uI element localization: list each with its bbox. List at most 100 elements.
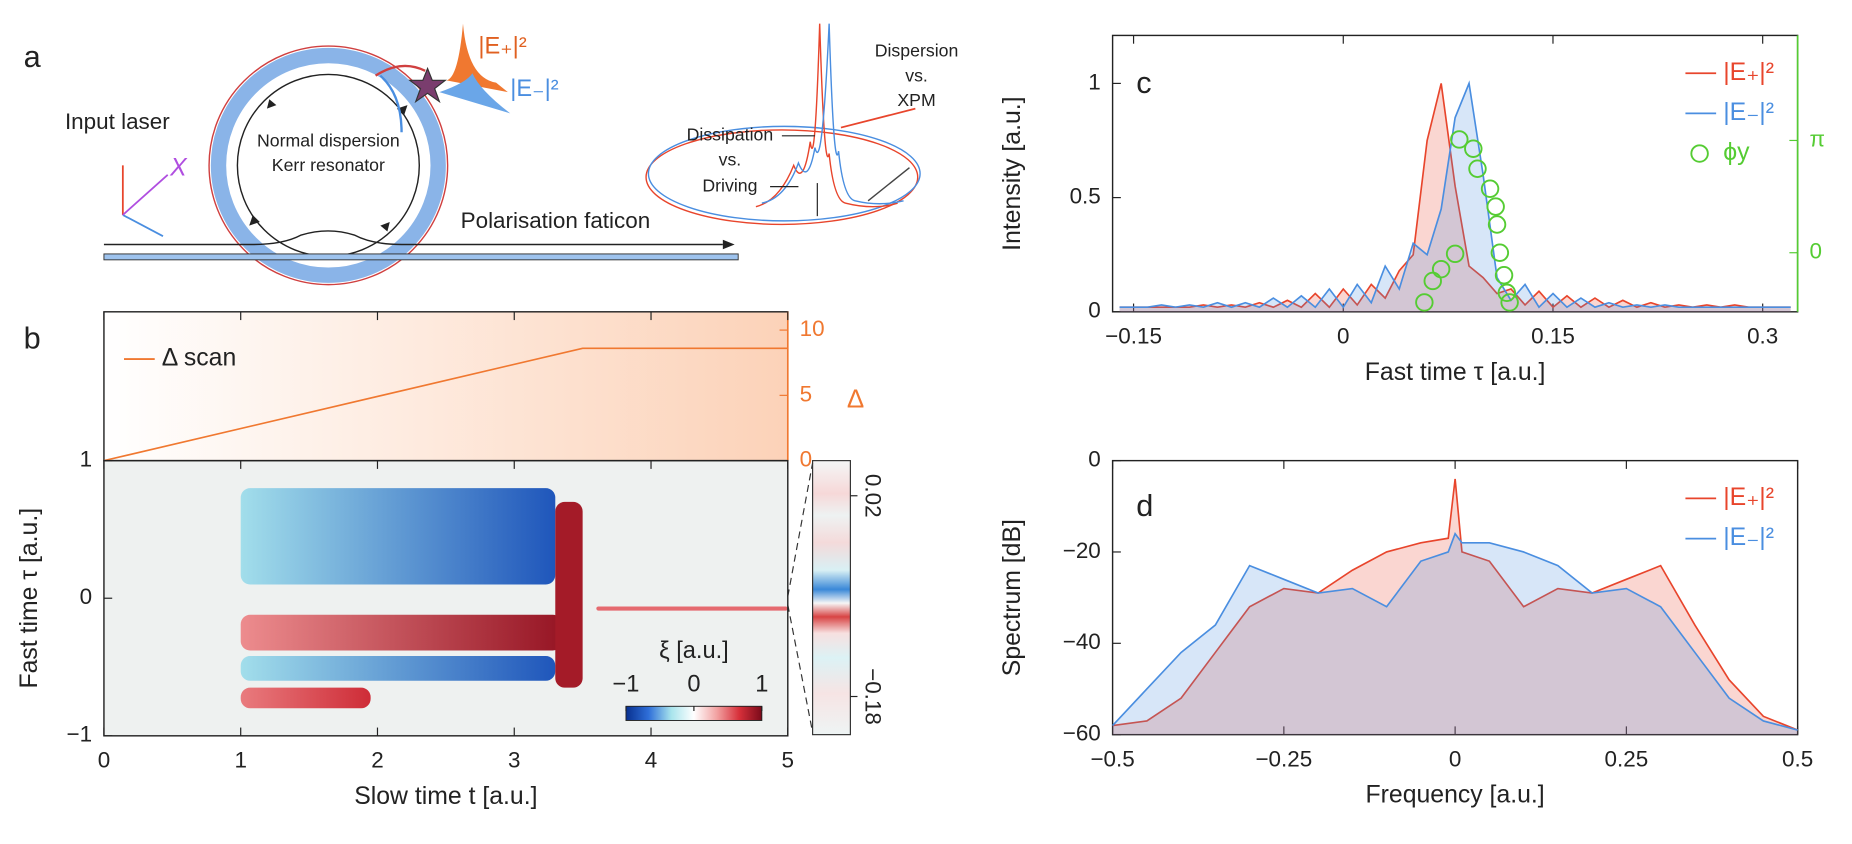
star: [408, 66, 447, 104]
x-tick-label: 0.25: [1605, 747, 1649, 772]
y-tick-label: 1: [80, 447, 92, 472]
label: Driving: [702, 175, 757, 195]
legend-label: |E₊|²: [1723, 484, 1774, 511]
legend-label: |E₋|²: [1723, 524, 1774, 551]
scatter-point: [1497, 283, 1517, 302]
scatter-point: [1494, 266, 1514, 285]
line: [103, 347, 788, 462]
scatter-point: [1431, 259, 1451, 279]
inset-tick-label: −0.18: [861, 668, 886, 725]
scatter-point: [1500, 293, 1519, 312]
y-tick-label: −40: [1063, 629, 1101, 654]
y-tick-label: 0.5: [1070, 184, 1101, 209]
panel-letter: c: [1136, 65, 1151, 100]
colorbar-tick-label: −1: [613, 671, 640, 697]
heatmap-region: [596, 606, 788, 611]
y2-tick-label: 5: [800, 381, 812, 406]
panel-letter: d: [1136, 488, 1153, 523]
panel-letter: b: [24, 320, 41, 355]
y-tick-label: −60: [1063, 721, 1101, 746]
x-tick-label: 5: [782, 748, 794, 773]
legend-label: |E₋|²: [1723, 99, 1774, 126]
panel-letter: a: [24, 39, 42, 74]
axis: [122, 174, 169, 216]
waveguide: [103, 253, 739, 261]
line: [1111, 532, 1798, 731]
ellipse: [647, 125, 921, 222]
content: a Input laser X Normal dispersion Kerr r…: [16, 23, 1825, 810]
scatter-point: [1486, 197, 1505, 216]
x-tick-label: 4: [645, 748, 657, 773]
x-tick-label: 0.3: [1747, 324, 1778, 349]
y-axis-label: Intensity [a.u.]: [999, 96, 1026, 250]
x-tick-label: 0: [1337, 324, 1349, 349]
scatter-point: [1450, 130, 1469, 149]
colorbar-label: ξ [a.u.]: [659, 638, 729, 664]
label: vs.: [905, 65, 928, 85]
pulse-sketch: [755, 23, 898, 208]
diagram: a Input laser X Normal dispersion Kerr r…: [24, 23, 959, 286]
x-tick-label: −0.25: [1255, 747, 1312, 772]
arrow: [379, 74, 403, 133]
label: |E₋|²: [510, 76, 558, 102]
label: X: [169, 154, 188, 181]
colorbar-tick-label: 1: [755, 671, 768, 697]
x-tick-label: −0.15: [1105, 324, 1162, 349]
x-tick-label: 0: [1449, 747, 1461, 772]
y-tick-label: 0: [1088, 298, 1100, 323]
y-axis-label: Fast time τ [a.u.]: [16, 508, 43, 689]
pulse-sketch: [761, 23, 904, 205]
x-axis-label: Fast time τ [a.u.]: [1365, 359, 1546, 386]
x-tick-label: 0.5: [1782, 747, 1813, 772]
leader: [770, 135, 815, 188]
heatmap-region: [240, 687, 371, 709]
panel-background: [103, 311, 788, 461]
label: Input laser: [65, 109, 170, 134]
ring: [210, 47, 446, 283]
legend-label: |E₊|²: [1723, 59, 1774, 86]
zoom-lines: [787, 462, 814, 733]
inset-tick-label: 0.02: [861, 474, 886, 518]
label: |E₊|²: [478, 33, 526, 59]
x-axis-label: Slow time t [a.u.]: [354, 783, 537, 810]
axis: [122, 214, 164, 238]
y-axis-label: Spectrum [dB]: [999, 519, 1026, 676]
y2-tick-label: π: [1809, 126, 1824, 151]
leader: [840, 107, 916, 129]
heatmap-region: [555, 501, 583, 688]
scatter-point: [1464, 139, 1483, 158]
label: Dissipation: [687, 124, 774, 144]
ellipse: [645, 129, 919, 226]
scatter-point: [1480, 179, 1500, 198]
x-tick-label: −0.5: [1090, 747, 1134, 772]
area: [1112, 478, 1798, 735]
y2-tick-label: 0: [800, 447, 812, 472]
x-axis-label: Frequency [a.u.]: [1366, 782, 1545, 809]
legend-label: Δ scan: [162, 345, 236, 372]
label: vs.: [719, 149, 742, 169]
plot-frame: [1111, 459, 1799, 736]
area: [1119, 83, 1791, 312]
scatter-point: [1415, 293, 1434, 312]
arrow: [867, 167, 910, 202]
pulse: [446, 23, 508, 93]
area: [1119, 83, 1791, 312]
y-tick-label: −1: [67, 722, 93, 747]
plot-frame: [103, 459, 789, 737]
heatmap-region: [240, 488, 556, 585]
line: [1112, 478, 1798, 731]
heatmap-region: [240, 614, 563, 651]
legend-label: ϕy: [1723, 139, 1750, 166]
line: [1119, 83, 1791, 309]
ring-outline: [208, 45, 449, 286]
y2-tick-label: 10: [800, 316, 825, 341]
y-tick-label: 0: [80, 584, 92, 609]
y2-tick-label: 0: [1809, 239, 1821, 264]
arrowhead: [722, 239, 735, 250]
scatter-point: [1468, 159, 1487, 178]
line: [1119, 80, 1791, 309]
colorbar-tick-label: 0: [687, 671, 700, 697]
label: Dispersion: [875, 41, 959, 61]
x-tick-label: 0: [98, 748, 110, 773]
y-tick-label: 0: [1088, 447, 1100, 472]
